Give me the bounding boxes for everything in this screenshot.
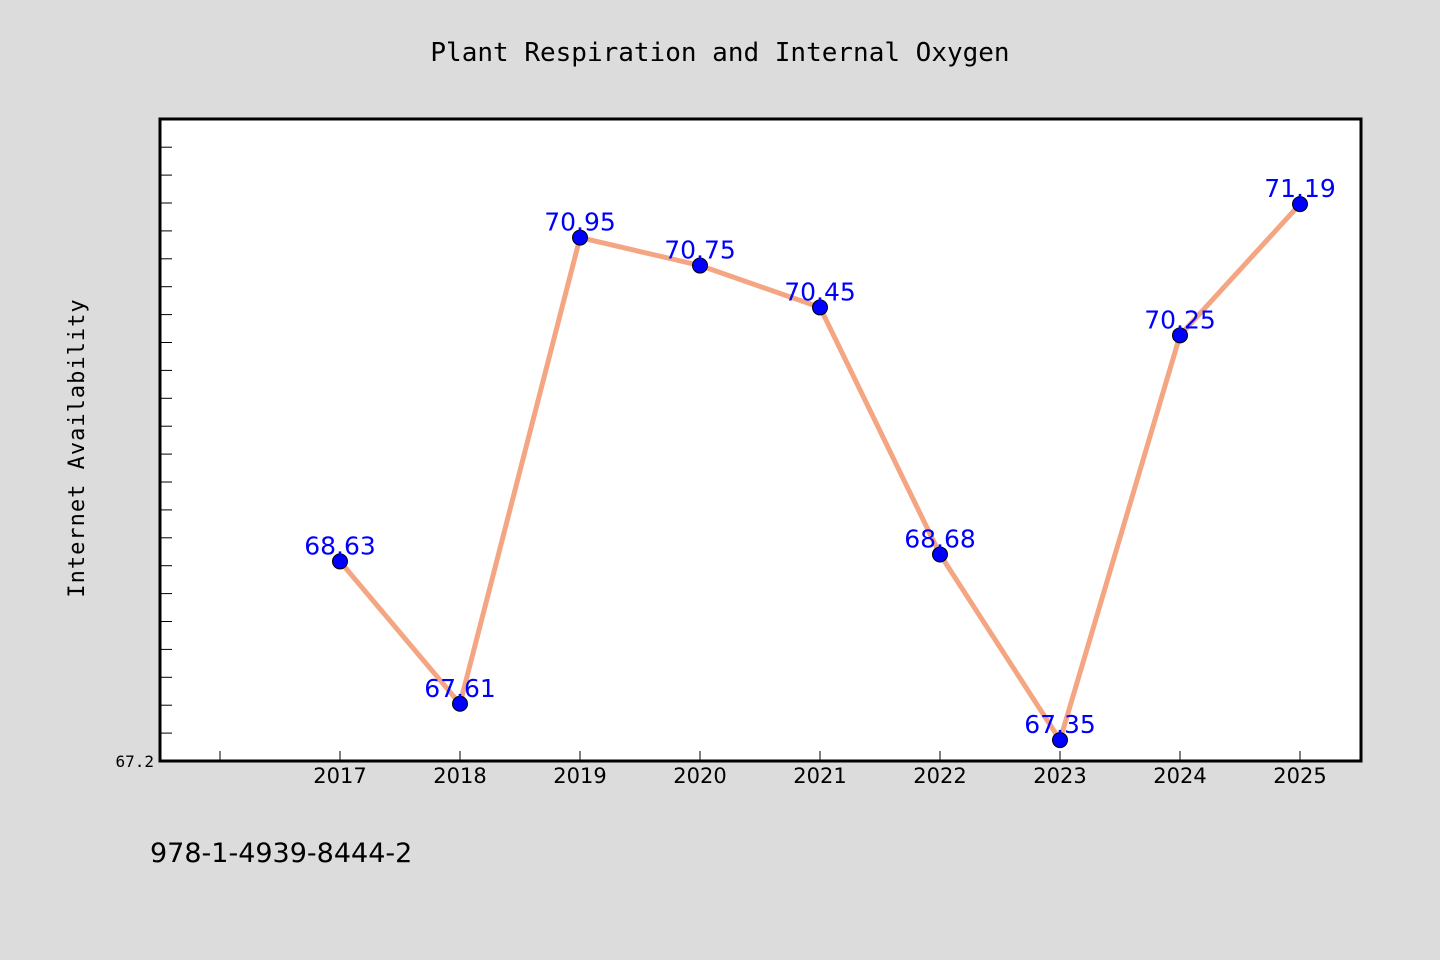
plot-area <box>158 117 1363 763</box>
data-point-2020 <box>692 257 708 274</box>
y-axis-label: Internet Availability <box>65 298 90 597</box>
x-tick-label-2020: 2020 <box>673 764 726 788</box>
footer-id: 978-1-4939-8444-2 <box>150 838 412 869</box>
x-tick-label-2018: 2018 <box>433 764 486 788</box>
x-tick-label-2025: 2025 <box>1273 764 1326 788</box>
x-tick-label-2021: 2021 <box>793 764 846 788</box>
x-tick-label-2023: 2023 <box>1033 764 1086 788</box>
data-label-2023: 67.35 <box>1024 710 1096 739</box>
y-tick-label-0: 67.2 <box>115 752 154 771</box>
data-label-2020: 70.75 <box>664 236 736 265</box>
data-point-2018 <box>452 695 468 712</box>
y-axis-ticks: 67.2 <box>115 146 172 771</box>
data-point-2017 <box>332 553 348 570</box>
data-label-2025: 71.19 <box>1264 174 1336 203</box>
x-axis-ticks: 2017 2018 2019 2020 2021 2022 2023 2024 2025 <box>219 751 1327 788</box>
data-point-2021 <box>812 299 828 316</box>
chart-title: Plant Respiration and Internal Oxygen <box>430 38 1009 68</box>
data-point-2024 <box>1172 327 1188 344</box>
x-tick-label-2022: 2022 <box>913 764 966 788</box>
data-point-2019 <box>572 229 588 246</box>
x-tick-label-2017: 2017 <box>313 764 366 788</box>
data-label-2017: 68.63 <box>304 531 376 560</box>
data-point-2023 <box>1052 732 1068 749</box>
data-label-2019: 70.95 <box>544 208 616 237</box>
x-tick-label-2019: 2019 <box>553 764 606 788</box>
series: 68.63 67.61 70.95 70.75 70.45 68.68 67.35 70.25… <box>304 174 1336 749</box>
data-point-2022 <box>932 546 948 563</box>
data-label-2024: 70.25 <box>1144 305 1216 334</box>
data-label-2022: 68.68 <box>904 524 976 553</box>
data-label-2021: 70.45 <box>784 277 856 306</box>
data-label-2018: 67.61 <box>424 674 496 703</box>
x-tick-label-2024: 2024 <box>1153 764 1206 788</box>
data-point-2025 <box>1292 196 1308 213</box>
